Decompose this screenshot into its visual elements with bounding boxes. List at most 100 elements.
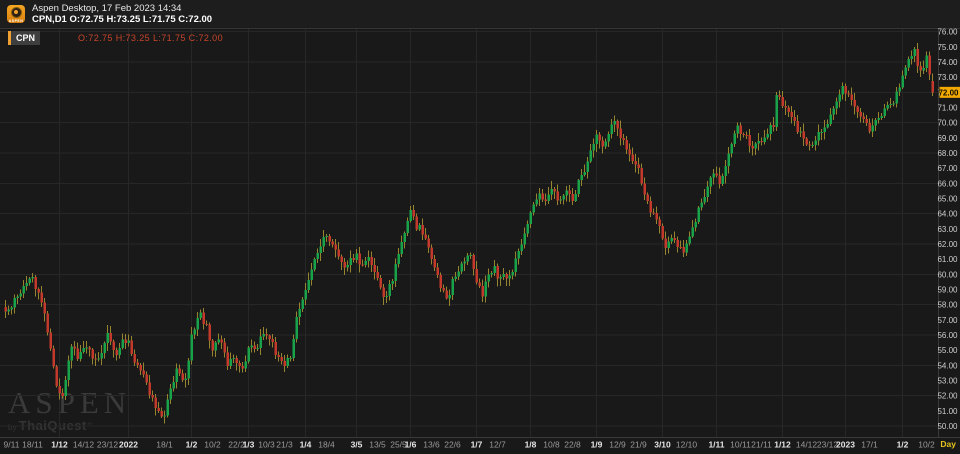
candle-up (814, 140, 817, 145)
y-axis-label: 73.00 (937, 73, 958, 82)
candle-up (565, 190, 568, 196)
candle-up (187, 360, 190, 379)
candle-down (658, 219, 661, 226)
candle-up (925, 55, 928, 68)
candle-up (769, 124, 772, 135)
logo-dot (14, 10, 18, 14)
candle-up (817, 132, 820, 141)
candle-down (742, 133, 745, 136)
candle-down (856, 106, 859, 112)
x-axis-label: 12/9 (609, 440, 626, 450)
candle-down (61, 392, 64, 397)
candle-up (256, 347, 259, 349)
candle-down (640, 167, 643, 184)
x-axis-label: 10/11 (730, 440, 751, 450)
candle-up (574, 193, 577, 201)
x-axis-label: 1/2 (897, 440, 909, 450)
candle-up (706, 186, 709, 197)
candle-up (64, 380, 67, 397)
candle-down (748, 135, 751, 146)
y-axis-label: 63.00 (937, 225, 958, 234)
candle-up (190, 334, 193, 361)
y-axis-label: 54.00 (937, 361, 958, 370)
x-axis-label: 18/11 (22, 440, 43, 450)
candle-up (730, 143, 733, 154)
candle-up (232, 357, 235, 359)
candle-down (442, 287, 445, 291)
chart-region[interactable]: ASPEN by ThaiQuest™ 50.00 51.00 52.00 53.00… (0, 28, 960, 454)
candle-up (688, 236, 691, 244)
candle-up (502, 273, 505, 277)
candle-up (460, 263, 463, 272)
candle-up (577, 180, 580, 194)
symbol-tab[interactable]: CPN (8, 31, 41, 45)
candle-up (691, 227, 694, 237)
candle-up (364, 261, 367, 265)
candle-up (346, 264, 349, 268)
candle-up (250, 345, 253, 348)
candle-down (655, 212, 658, 220)
candle-down (745, 135, 748, 137)
candle-up (922, 67, 925, 71)
candle-down (73, 346, 76, 349)
candle-down (148, 382, 151, 395)
candle-down (220, 339, 223, 343)
candle-up (16, 296, 19, 298)
candle-up (319, 246, 322, 254)
candle-up (871, 125, 874, 132)
candle-down (850, 94, 853, 101)
candle-down (94, 358, 97, 360)
candle-up (667, 241, 670, 248)
candle-down (178, 368, 181, 374)
candle-down (361, 264, 364, 266)
candle-down (4, 306, 7, 312)
candle-down (646, 194, 649, 202)
candle-down (373, 264, 376, 272)
x-axis-label: 1/9 (591, 440, 603, 450)
candle-up (295, 317, 298, 339)
candle-down (643, 183, 646, 195)
candle-down (241, 365, 244, 369)
candle-up (910, 55, 913, 60)
candle-up (406, 221, 409, 233)
candle-down (115, 349, 118, 355)
symbol-tab-label: CPN (11, 31, 41, 45)
y-axis-label: 56.00 (937, 331, 958, 340)
x-axis-label: 10/2 (204, 440, 221, 450)
y-axis-label: 55.00 (937, 346, 958, 355)
candle-down (55, 366, 58, 387)
candle-up (685, 243, 688, 253)
candle-up (709, 177, 712, 187)
candle-up (532, 204, 535, 213)
candle-down (49, 332, 52, 349)
candle-down (154, 397, 157, 409)
candle-up (766, 134, 769, 138)
candle-up (895, 91, 898, 104)
watermark-by-prefix: by (8, 423, 17, 432)
candle-down (472, 254, 475, 269)
candle-up (880, 115, 883, 119)
candle-up (388, 283, 391, 296)
candle-down (616, 121, 619, 129)
candle-down (46, 313, 49, 333)
candle-up (820, 132, 823, 134)
candle-up (304, 290, 307, 300)
candle-up (454, 276, 457, 279)
candle-up (409, 209, 412, 222)
y-axis-label: 70.00 (937, 119, 958, 128)
candle-down (157, 408, 160, 411)
candle-down (625, 140, 628, 150)
candle-up (22, 285, 25, 294)
candle-up (898, 87, 901, 92)
x-axis-label: 1/12 (51, 440, 68, 450)
candle-up (355, 253, 358, 261)
candle-down (637, 164, 640, 168)
candle-up (184, 378, 187, 380)
y-axis-label: 62.00 (937, 240, 958, 249)
candle-up (610, 124, 613, 134)
candle-down (622, 138, 625, 141)
candle-down (40, 292, 43, 303)
candle-down (202, 312, 205, 324)
period-label[interactable]: Day (940, 439, 956, 449)
